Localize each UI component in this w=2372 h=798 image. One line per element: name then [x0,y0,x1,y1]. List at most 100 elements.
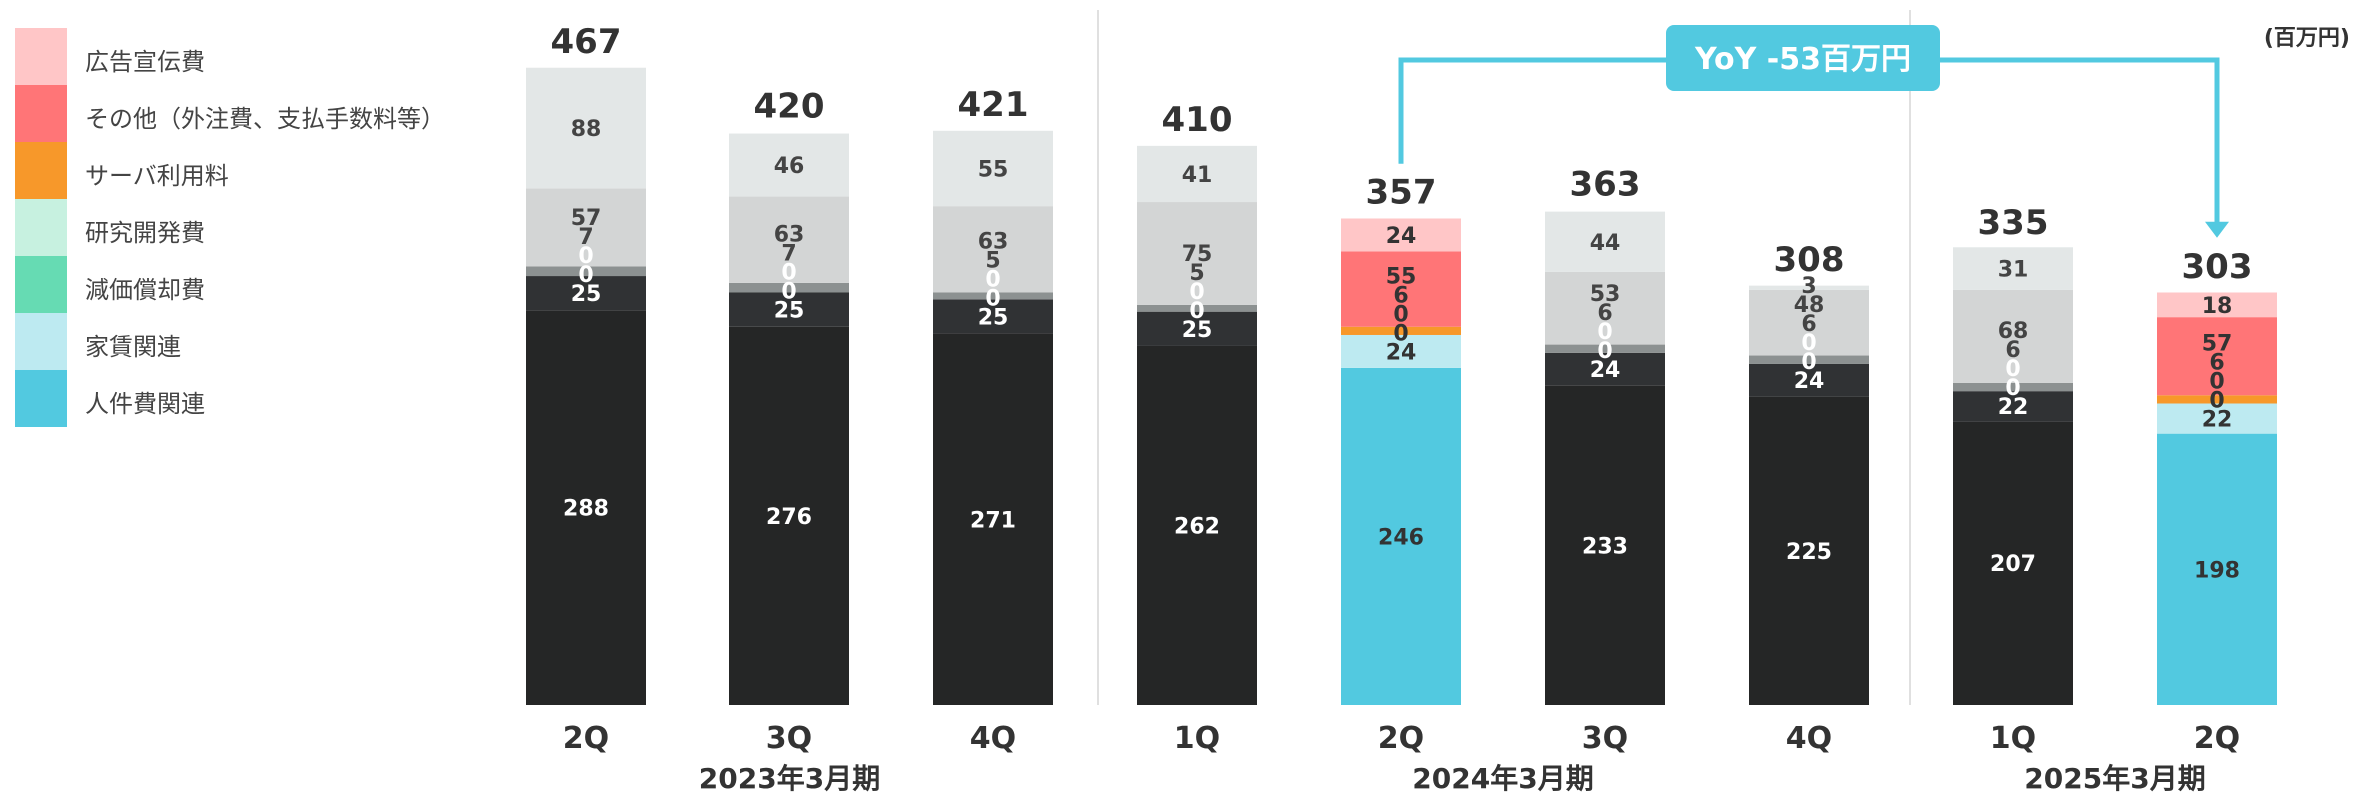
data-label: 6 [2209,351,2224,376]
unit-label: (百万円) [2263,26,2350,51]
bar-segment [1749,285,1869,290]
legend-swatch [15,313,67,370]
category-label: 3Q [1582,721,1628,756]
data-label: 0 [2209,389,2224,414]
data-label: 22 [1998,395,2029,420]
bar-segment [1137,345,1257,705]
legend-swatch [15,199,67,256]
data-label: 46 [774,154,805,179]
bar-segment [1341,334,1461,368]
total-label: 410 [1162,100,1233,140]
legend-item-other: その他（外注費、支払手数料等） [15,85,535,142]
bar-segment [1953,247,2073,290]
data-label: 0 [1597,320,1612,345]
legend-swatch [15,85,67,142]
bar-segment [1341,251,1461,327]
data-label: 233 [1582,534,1628,559]
group-label: 2024年3月期 [1412,762,1593,795]
bar-segment [1953,289,2073,383]
data-label: 0 [1393,321,1408,346]
data-label: 24 [1590,358,1621,383]
data-label: 53 [1590,282,1621,307]
legend-item-server: サーバ利用料 [15,142,535,199]
legend-item-personnel: 人件費関連 [15,370,535,427]
category-label: 2Q [2194,721,2240,756]
data-label: 5 [985,248,1000,273]
legend-item-depreciation: 減価償却費 [15,256,535,313]
yoy-arrow-head [2205,221,2229,238]
legend-item-rent: 家賃関連 [15,313,535,370]
total-label: 467 [551,22,622,62]
data-label: 0 [1597,339,1612,364]
data-label: 3 [1801,274,1816,299]
data-label: 55 [978,157,1009,182]
data-label: 0 [578,244,593,269]
data-label: 25 [774,299,805,324]
data-label: 6 [2005,338,2020,363]
bar-segment [1137,145,1257,203]
bar-segment [1545,344,1665,353]
data-label: 24 [1794,369,1825,394]
category-label: 2Q [1378,721,1424,756]
bar-segment [1137,304,1257,312]
legend-swatch [15,370,67,427]
data-label: 25 [978,305,1009,330]
data-label: 63 [978,229,1009,254]
bar-segment [1341,218,1461,252]
data-label: 0 [1801,331,1816,356]
legend-swatch [15,28,67,85]
bar-segment [2157,433,2277,705]
bar-segment [729,196,849,283]
data-label: 0 [1801,350,1816,375]
bar-segment [1953,421,2073,705]
bar-segment [2157,403,2277,434]
data-label: 31 [1998,258,2029,283]
bar-segment [933,292,1053,300]
bar-segment [933,206,1053,293]
group-label: 2023年3月期 [699,762,880,795]
legend-label: 研究開発費 [85,219,205,247]
bar-segment [526,276,646,311]
data-label: 41 [1182,163,1213,188]
bar-segment [1545,352,1665,386]
legend-item-advertising: 広告宣伝費 [15,28,535,85]
bar-segment [1341,326,1461,335]
data-label: 5 [1189,261,1204,286]
category-label: 1Q [1990,721,2036,756]
bar-segment [1749,289,1869,356]
category-label: 2Q [563,721,609,756]
category-label: 1Q [1174,721,1220,756]
total-label: 420 [754,86,825,126]
data-label: 57 [571,206,602,231]
bar-segment [526,266,646,277]
bar-segment [526,188,646,267]
data-label: 276 [766,505,812,530]
data-label: 6 [1597,301,1612,326]
total-label: 357 [1366,173,1437,213]
data-label: 22 [2202,408,2233,433]
bar-segment [1749,355,1869,364]
legend-swatch [15,256,67,313]
total-label: 335 [1978,203,2049,243]
yoy-label: YoY -53百万円 [1694,42,1911,77]
bar-segment [933,130,1053,207]
bar-segment [2157,292,2277,318]
data-label: 0 [985,286,1000,311]
bar-segment [2157,317,2277,396]
data-label: 271 [970,508,1016,533]
data-label: 75 [1182,242,1213,267]
data-label: 24 [1386,224,1417,249]
data-label: 57 [2202,332,2233,357]
data-label: 0 [578,263,593,288]
total-label: 421 [958,85,1029,125]
legend-label: サーバ利用料 [85,162,229,190]
data-label: 0 [2005,376,2020,401]
data-label: 288 [563,497,609,522]
bar-segment [729,292,849,327]
bar-segment [729,282,849,293]
data-label: 198 [2194,558,2240,583]
bar-segment [1137,202,1257,305]
data-label: 18 [2202,294,2233,319]
data-label: 0 [1189,299,1204,324]
